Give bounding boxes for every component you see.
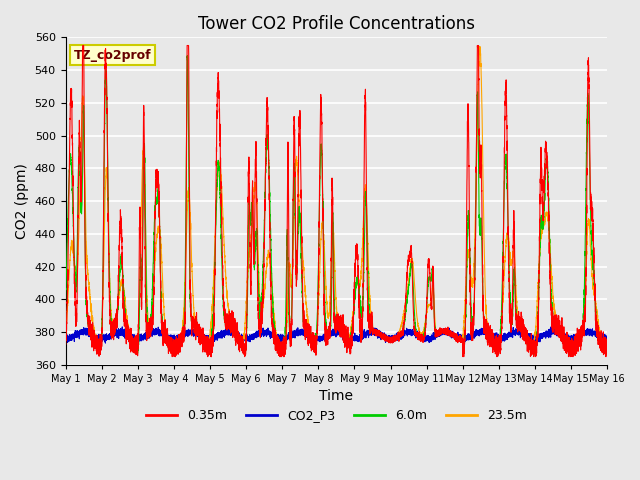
6.0m [574, 338, 582, 344]
23.5m [172, 350, 179, 356]
23.5m [580, 304, 588, 310]
Legend: 0.35m, CO2_P3, 6.0m, 23.5m: 0.35m, CO2_P3, 6.0m, 23.5m [141, 404, 532, 427]
6.0m [473, 108, 481, 113]
0.35m [458, 337, 465, 343]
0.35m [604, 346, 611, 351]
0.35m [246, 216, 253, 222]
CO2_P3 [473, 328, 481, 334]
Line: 0.35m: 0.35m [65, 46, 607, 357]
6.0m [184, 53, 191, 59]
23.5m [61, 330, 69, 336]
23.5m [458, 335, 465, 341]
6.0m [246, 200, 253, 206]
Y-axis label: CO2 (ppm): CO2 (ppm) [15, 163, 29, 239]
6.0m [318, 163, 326, 169]
Title: Tower CO2 Profile Concentrations: Tower CO2 Profile Concentrations [198, 15, 475, 33]
23.5m [476, 44, 484, 49]
CO2_P3 [61, 337, 69, 343]
CO2_P3 [580, 328, 588, 334]
X-axis label: Time: Time [319, 389, 353, 403]
0.35m [61, 337, 69, 343]
0.35m [79, 43, 86, 48]
23.5m [318, 224, 326, 230]
CO2_P3 [318, 337, 326, 343]
0.35m [318, 144, 326, 150]
CO2_P3 [118, 324, 126, 330]
Line: 6.0m: 6.0m [65, 56, 607, 356]
6.0m [276, 353, 284, 359]
6.0m [61, 297, 69, 302]
CO2_P3 [600, 341, 608, 347]
6.0m [604, 346, 611, 351]
23.5m [604, 346, 611, 351]
6.0m [580, 277, 588, 283]
6.0m [458, 337, 465, 343]
CO2_P3 [458, 337, 465, 343]
23.5m [246, 247, 253, 252]
0.35m [574, 339, 582, 345]
0.35m [473, 93, 481, 98]
0.35m [168, 354, 176, 360]
23.5m [473, 146, 481, 152]
CO2_P3 [574, 331, 582, 337]
CO2_P3 [604, 334, 611, 340]
Text: TZ_co2prof: TZ_co2prof [74, 48, 151, 61]
Line: 23.5m: 23.5m [65, 47, 607, 353]
23.5m [574, 338, 582, 344]
0.35m [580, 320, 588, 326]
Line: CO2_P3: CO2_P3 [65, 327, 607, 344]
CO2_P3 [246, 332, 253, 338]
